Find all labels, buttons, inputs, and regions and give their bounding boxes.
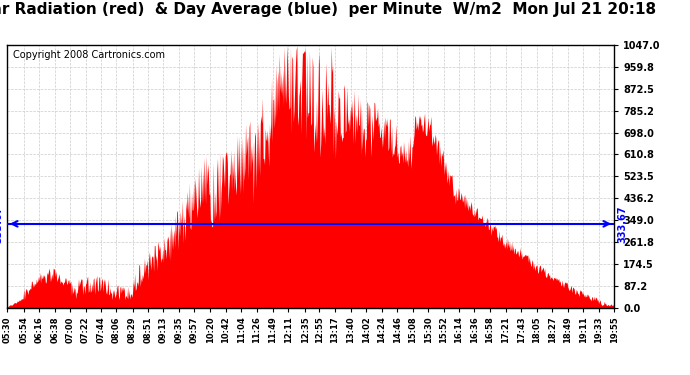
Text: 333.67: 333.67	[0, 205, 4, 243]
Text: Solar Radiation (red)  & Day Average (blue)  per Minute  W/m2  Mon Jul 21 20:18: Solar Radiation (red) & Day Average (blu…	[0, 2, 656, 17]
Text: 333.67: 333.67	[617, 205, 627, 243]
Text: Copyright 2008 Cartronics.com: Copyright 2008 Cartronics.com	[13, 50, 165, 60]
